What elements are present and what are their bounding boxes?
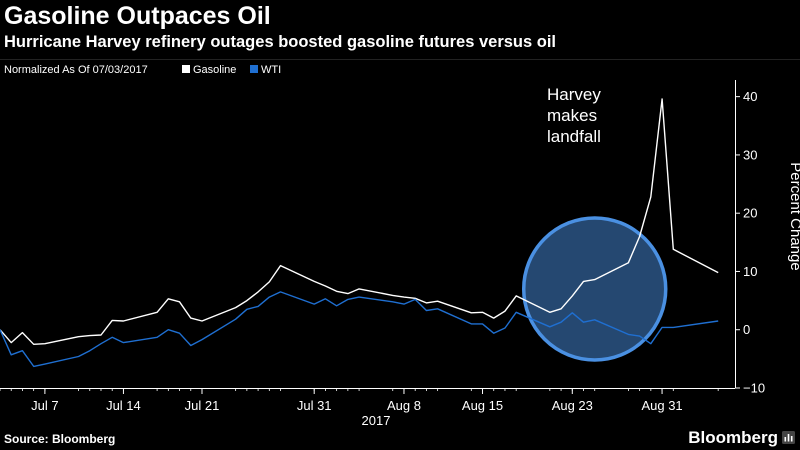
y-tick-label: 40 <box>743 89 757 104</box>
chart-title: Gasoline Outpaces Oil <box>4 2 271 30</box>
source-label: Source: Bloomberg <box>4 432 116 446</box>
x-tick-label: Jul 14 <box>106 398 141 413</box>
legend-note: Normalized As Of 07/03/2017 <box>4 64 148 76</box>
x-tick-label: Aug 23 <box>552 398 593 413</box>
legend-swatch-gasoline <box>182 65 190 73</box>
highlight-circle <box>521 216 668 362</box>
y-tick-label: 10 <box>743 264 757 279</box>
line-chart: −10 0 10 20 30 40 Percent Change Jul 7 Jul 14 Jul… <box>0 80 800 428</box>
y-tick-label: −10 <box>743 381 765 396</box>
annotation-line: makes <box>547 106 597 125</box>
series-line-gasoline <box>0 98 719 345</box>
x-tick-label: Aug 8 <box>387 398 421 413</box>
annotation-harvey: Harvey makes landfall <box>547 85 601 146</box>
chart-area: −10 0 10 20 30 40 Percent Change Jul 7 Jul 14 Jul… <box>0 80 800 428</box>
chart-subtitle: Hurricane Harvey refinery outages booste… <box>4 33 557 51</box>
y-axis-label: Percent Change <box>787 162 800 270</box>
x-tick-label: Aug 31 <box>641 398 682 413</box>
annotation-line: landfall <box>547 127 601 146</box>
x-tick-label: Jul 31 <box>297 398 332 413</box>
legend-swatch-wti <box>250 65 258 73</box>
legend-item-gasoline: Gasoline <box>182 64 236 76</box>
annotation-line: Harvey <box>547 85 601 104</box>
brand-bar-icon <box>782 431 795 444</box>
y-tick-label: 20 <box>743 206 757 221</box>
x-tick-label: Jul 21 <box>185 398 220 413</box>
legend: Normalized As Of 07/03/2017 Gasoline WTI <box>0 59 800 80</box>
y-tick-label: 30 <box>743 147 757 162</box>
series-line-wti <box>0 291 719 368</box>
y-tick-label: 0 <box>743 322 750 337</box>
brand-logo: Bloomberg <box>688 428 778 447</box>
x-tick-label: Jul 7 <box>31 398 58 413</box>
x-axis-label: 2017 <box>362 413 391 425</box>
chart-footer: Source: Bloomberg Bloomberg <box>0 425 800 450</box>
legend-label-gasoline: Gasoline <box>193 64 237 76</box>
chart-header: Gasoline Outpaces Oil Hurricane Harvey r… <box>0 0 800 60</box>
x-tick-label: Aug 15 <box>462 398 503 413</box>
legend-label-wti: WTI <box>261 64 282 76</box>
legend-item-wti: WTI <box>250 64 281 76</box>
